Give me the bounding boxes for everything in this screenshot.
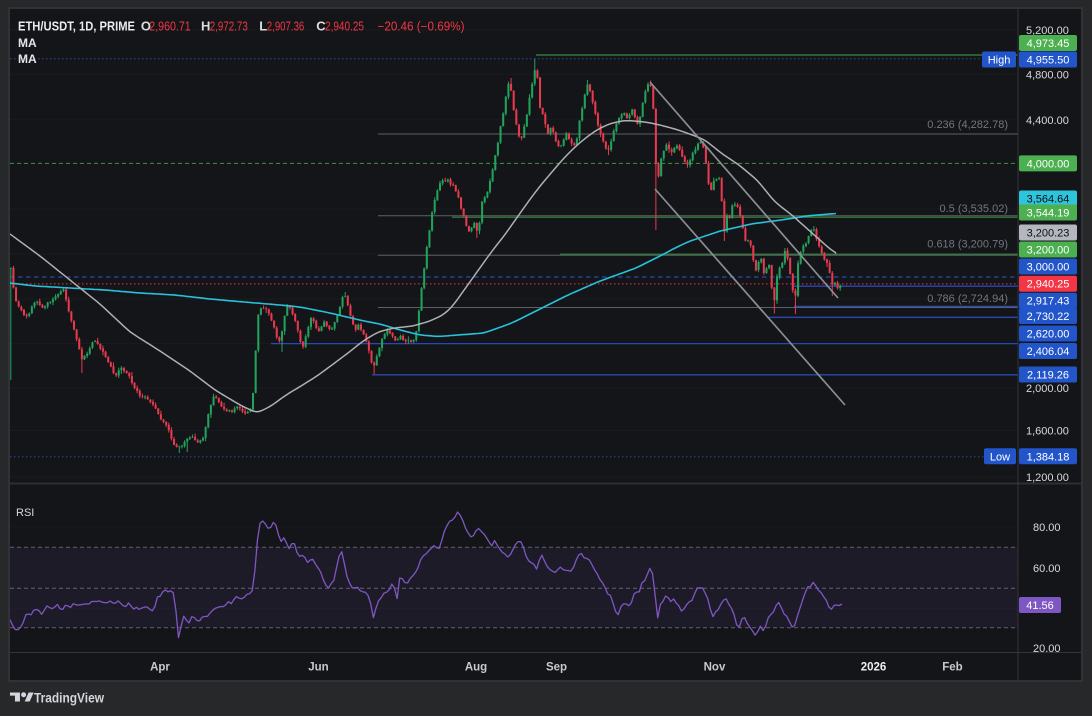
svg-text:Low: Low [990, 451, 1010, 463]
svg-text:High: High [988, 55, 1011, 67]
svg-text:O: O [141, 19, 151, 34]
svg-text:2,907.36: 2,907.36 [267, 20, 305, 34]
svg-text:MA: MA [18, 52, 37, 66]
svg-text:1,600.00: 1,600.00 [1026, 426, 1069, 438]
svg-text:2,000.00: 2,000.00 [1026, 383, 1069, 395]
svg-text:RSI: RSI [16, 507, 34, 519]
svg-text:2026: 2026 [861, 662, 887, 674]
svg-text:2,917.43: 2,917.43 [1027, 296, 1070, 308]
svg-text:3,000.00: 3,000.00 [1027, 262, 1070, 274]
svg-text:41.56: 41.56 [1026, 600, 1054, 612]
svg-text:80.00: 80.00 [1033, 522, 1061, 534]
svg-text:Sep: Sep [546, 662, 567, 674]
svg-text:0.618 (3,200.79): 0.618 (3,200.79) [927, 239, 1008, 251]
svg-text:0.5 (3,535.02): 0.5 (3,535.02) [940, 203, 1009, 215]
svg-text:4,000.00: 4,000.00 [1027, 158, 1070, 170]
svg-text:MA: MA [18, 36, 37, 50]
svg-text:4,973.45: 4,973.45 [1027, 38, 1070, 50]
svg-text:0.786 (2,724.94): 0.786 (2,724.94) [927, 293, 1008, 305]
svg-text:20.00: 20.00 [1033, 643, 1061, 655]
svg-text:2,119.26: 2,119.26 [1027, 370, 1069, 382]
svg-text:3,544.19: 3,544.19 [1027, 208, 1070, 220]
svg-text:3,564.64: 3,564.64 [1027, 194, 1070, 206]
svg-text:TradingView: TradingView [34, 691, 104, 706]
svg-text:2,940.25: 2,940.25 [1027, 279, 1070, 291]
svg-text:1,384.18: 1,384.18 [1027, 451, 1070, 463]
svg-text:Aug: Aug [465, 662, 487, 674]
svg-text:C: C [316, 19, 326, 34]
svg-text:2,940.25: 2,940.25 [325, 20, 364, 34]
svg-text:60.00: 60.00 [1033, 563, 1061, 575]
svg-text:H: H [201, 19, 210, 34]
svg-text:3,200.23: 3,200.23 [1027, 228, 1070, 240]
svg-text:4,955.50: 4,955.50 [1027, 55, 1070, 67]
svg-text:Nov: Nov [704, 662, 726, 674]
svg-text:Jun: Jun [308, 662, 328, 674]
svg-text:0.236 (4,282.78): 0.236 (4,282.78) [927, 119, 1008, 131]
svg-text:ETH/USDT, 1D, PRIME: ETH/USDT, 1D, PRIME [18, 19, 135, 34]
svg-text:2,620.00: 2,620.00 [1027, 329, 1070, 341]
svg-text:Apr: Apr [150, 662, 170, 674]
svg-text:4,400.00: 4,400.00 [1026, 115, 1069, 127]
svg-text:2,406.04: 2,406.04 [1027, 346, 1070, 358]
svg-text:5,200.00: 5,200.00 [1026, 25, 1069, 37]
svg-text:1,200.00: 1,200.00 [1026, 472, 1069, 484]
svg-text:−20.46 (−0.69%): −20.46 (−0.69%) [378, 20, 465, 34]
svg-text:2,960.71: 2,960.71 [149, 20, 190, 34]
svg-text:2,972.73: 2,972.73 [210, 20, 248, 34]
svg-text:L: L [259, 19, 267, 34]
svg-text:4,800.00: 4,800.00 [1026, 69, 1069, 81]
svg-text:3,200.00: 3,200.00 [1027, 245, 1070, 257]
svg-text:Feb: Feb [942, 662, 962, 674]
svg-text:2,730.22: 2,730.22 [1027, 311, 1070, 323]
